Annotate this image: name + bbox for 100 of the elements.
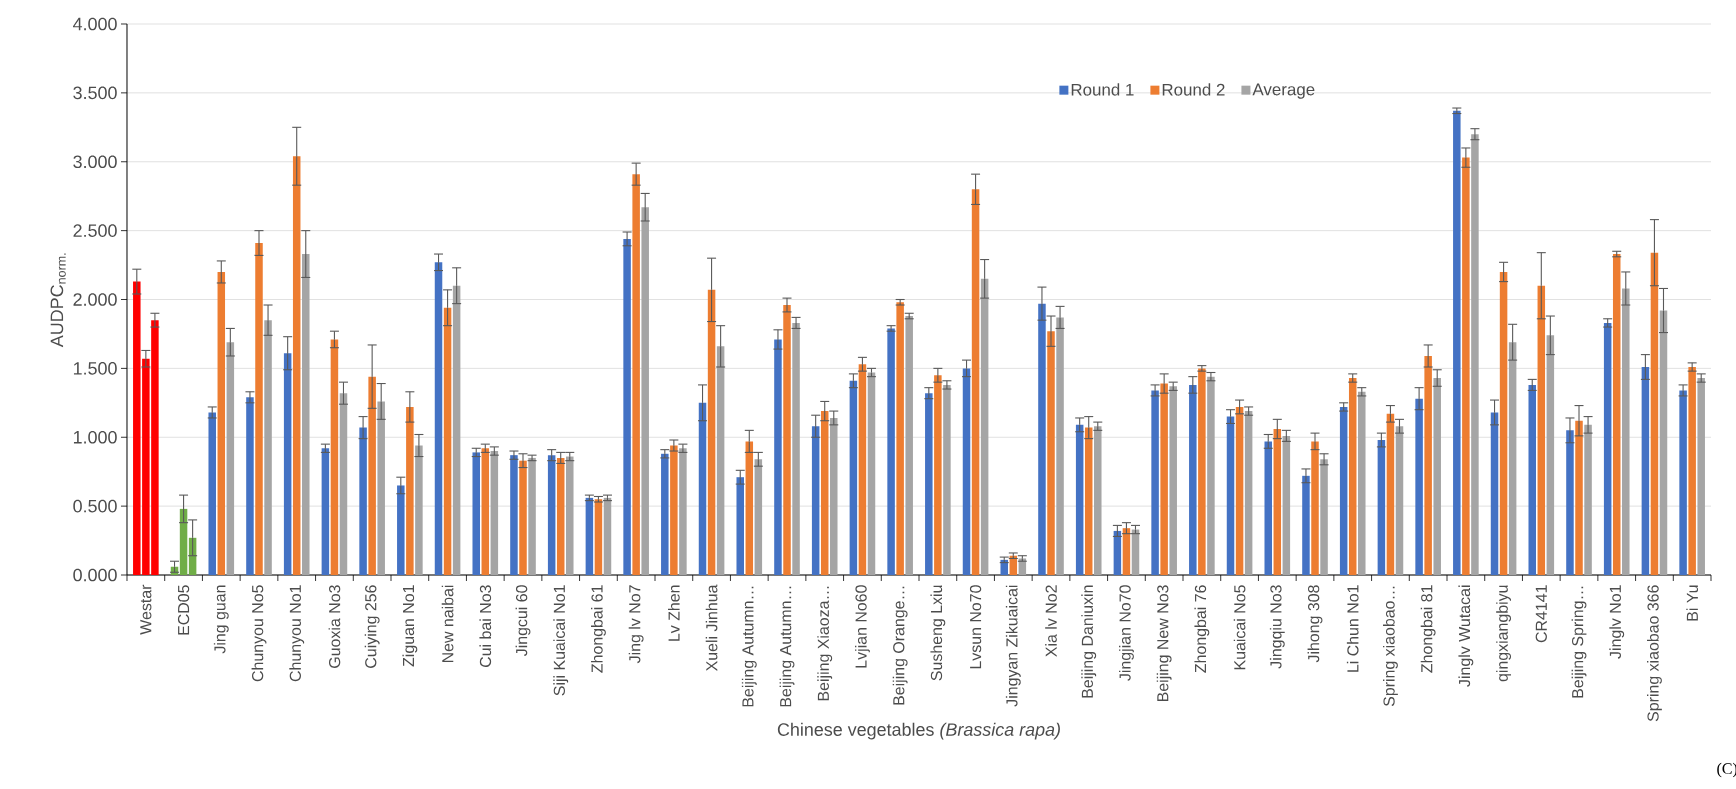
bar	[905, 316, 913, 575]
x-tick-label: Jinglv Wutacai	[1458, 585, 1474, 687]
x-tick-label: Jinglv No1	[1609, 585, 1625, 659]
bar	[1160, 383, 1168, 575]
bar	[1235, 406, 1244, 575]
bar	[1151, 390, 1159, 575]
x-tick-label: Kuaicai No5	[1233, 585, 1246, 670]
x-axis-title: Chinese vegetables (Brassica rapa)	[777, 722, 1060, 740]
x-tick-label: Beijing New No3	[1156, 585, 1172, 702]
bar	[528, 457, 536, 575]
bar	[971, 189, 980, 575]
bar	[594, 499, 603, 575]
bar	[1273, 428, 1282, 575]
x-tick-label: Zhongbai 61	[591, 585, 606, 673]
bar	[603, 497, 612, 575]
bar	[490, 451, 499, 575]
bar	[443, 307, 452, 575]
bar	[1320, 459, 1328, 575]
bar	[1575, 420, 1583, 575]
bar	[670, 445, 678, 575]
bar	[519, 460, 527, 575]
bar	[1499, 271, 1508, 575]
bar	[925, 393, 933, 575]
bar	[1377, 440, 1386, 575]
bar	[1207, 376, 1215, 575]
bar	[698, 402, 707, 575]
bar	[556, 457, 565, 575]
bar	[1056, 317, 1064, 575]
bar	[1659, 310, 1668, 575]
bar	[1198, 368, 1206, 575]
bar	[830, 417, 838, 575]
bar	[1302, 475, 1310, 575]
bar	[377, 401, 385, 575]
bar	[1650, 252, 1659, 575]
x-tick-label: Xueli Jinhua	[705, 584, 718, 672]
bar	[1508, 342, 1517, 575]
bar	[1339, 406, 1348, 575]
x-tick-label: Susheng Lxiu	[930, 585, 946, 681]
bar	[415, 445, 423, 575]
bar	[811, 426, 820, 575]
bar	[716, 346, 725, 575]
x-tick-label: Lv Zhen	[668, 585, 680, 641]
bar	[736, 477, 744, 575]
bar	[246, 397, 254, 575]
x-tick-label: Ziguan No1	[402, 585, 418, 667]
bar	[1462, 157, 1470, 575]
bar	[792, 322, 800, 575]
bar	[867, 372, 876, 575]
bar	[1528, 384, 1536, 575]
bar	[292, 156, 301, 575]
bar	[1395, 426, 1404, 575]
bar	[481, 448, 490, 575]
x-tick-label: ECD05	[177, 585, 190, 635]
bar	[1697, 378, 1705, 575]
bar	[1471, 134, 1479, 575]
bar	[707, 289, 716, 575]
bar	[820, 411, 829, 575]
x-tick-label: qingxiangbiyu	[1496, 585, 1512, 682]
legend-label: Round 2	[1162, 83, 1225, 96]
x-tick-label: Chunyou No5	[251, 585, 267, 682]
bar	[1244, 411, 1253, 575]
bar	[208, 412, 216, 575]
x-tick-label: Lvsun No70	[969, 585, 982, 669]
x-tick-label: Zhongbai 81	[1420, 585, 1436, 673]
bar	[962, 368, 971, 575]
bar	[1641, 367, 1650, 575]
y-tick-label: 0.000	[73, 568, 117, 582]
bar	[226, 342, 235, 575]
bar	[896, 302, 904, 575]
bar	[943, 384, 951, 575]
bar	[980, 278, 989, 575]
bar	[264, 320, 272, 575]
x-tick-label: Cuiying 256	[364, 585, 380, 668]
bar	[1424, 355, 1432, 575]
y-tick-label: 0.500	[73, 499, 117, 513]
bar	[1311, 441, 1319, 575]
bar	[434, 262, 443, 575]
bar	[321, 448, 330, 575]
bar	[1282, 435, 1291, 575]
x-tick-label: Jingcui 60	[515, 585, 531, 657]
bar	[849, 380, 858, 575]
y-tick-label: 1.000	[73, 430, 117, 444]
bar	[1415, 398, 1423, 575]
bar	[585, 497, 594, 575]
bar	[359, 427, 367, 575]
bar	[1075, 424, 1084, 575]
bar	[255, 243, 263, 575]
y-tick-label: 3.000	[73, 155, 117, 169]
bar	[1584, 424, 1592, 575]
bar	[1612, 254, 1621, 575]
y-axis-title: AUDPC$_{norm.}$	[50, 253, 66, 348]
bar	[283, 353, 292, 575]
bar	[302, 254, 310, 575]
bar	[1009, 555, 1018, 575]
bar	[452, 285, 461, 575]
bar	[661, 453, 669, 575]
x-tick-label: Guoxia No3	[328, 585, 341, 668]
bar	[1131, 529, 1140, 575]
bar	[1566, 430, 1574, 575]
x-tick-label: Li Chun No1	[1346, 585, 1359, 672]
